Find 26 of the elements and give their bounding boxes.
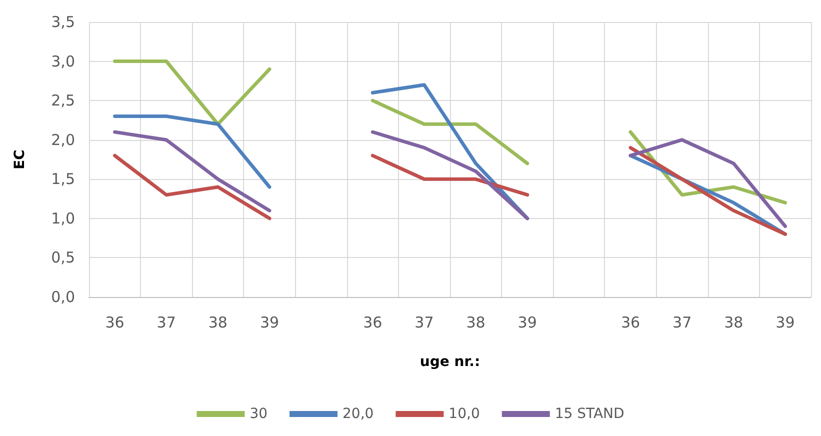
x-tick-label: 37 [414,314,434,332]
x-tick-label: 39 [776,314,795,332]
y-axis-title: EC [12,150,28,170]
legend-label: 30 [250,406,268,422]
y-tick-label: 1,5 [51,170,75,188]
x-tick-label: 39 [260,314,280,332]
x-tick-label: 37 [672,314,692,332]
y-tick-label: 3,5 [51,13,75,31]
y-tick-label: 2,0 [51,130,75,149]
x-axis-title: uge nr.: [420,354,480,370]
x-tick-label: 36 [363,314,382,332]
legend-label: 10,0 [448,406,480,422]
x-tick-label: 38 [466,314,486,332]
y-tick-label: 1,0 [51,209,75,228]
y-tick-label: 2,5 [51,92,75,110]
x-tick-label: 38 [724,314,744,332]
x-tick-label: 37 [156,314,176,332]
x-tick-label: 38 [208,314,228,332]
y-tick-label: 0,5 [51,248,75,267]
x-tick-label: 36 [105,314,124,332]
y-tick-label: 3,0 [51,52,75,70]
x-tick-label: 39 [518,314,537,332]
x-tick-label: 36 [620,314,640,332]
legend-label: 15 STAND [554,406,624,422]
legend-label: 20,0 [342,406,374,422]
y-tick-label: 0,0 [51,288,75,306]
